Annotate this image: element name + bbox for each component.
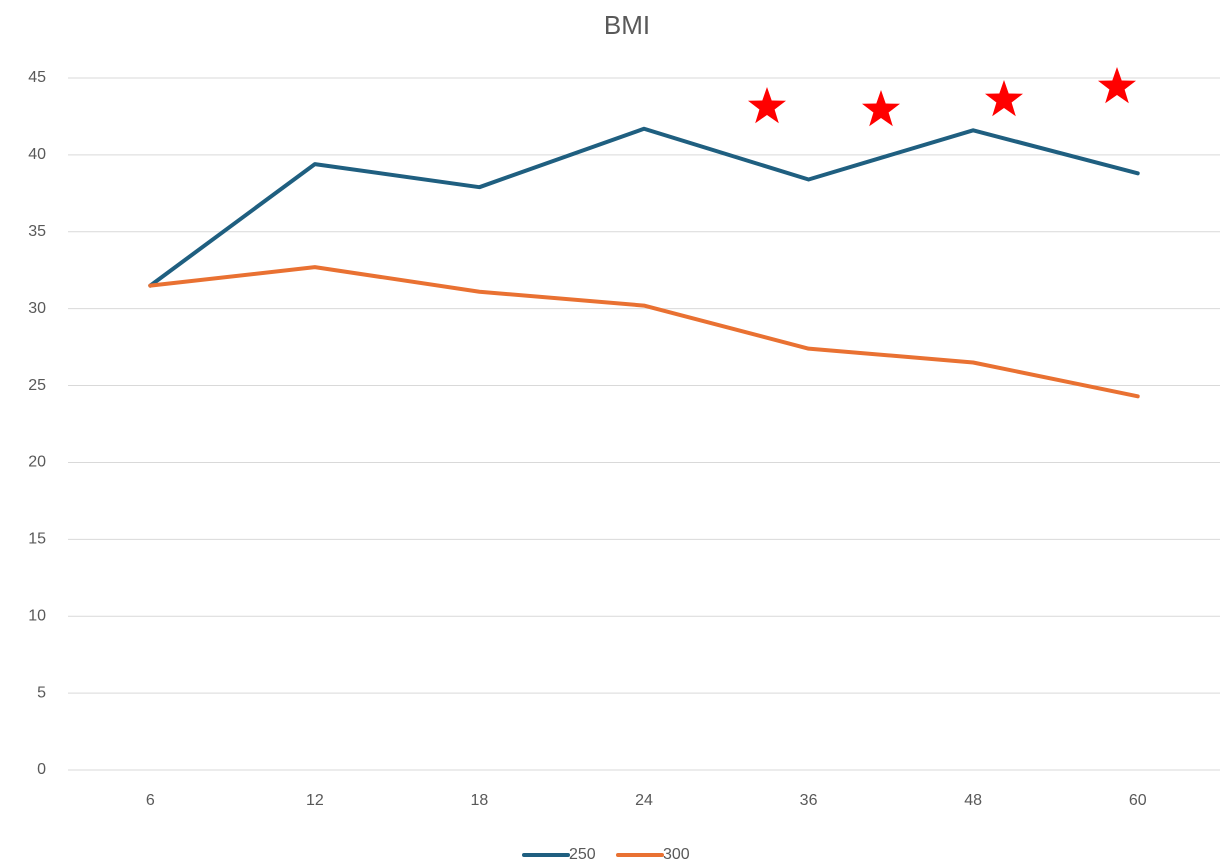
x-tick-label: 12: [306, 792, 324, 809]
y-tick-label: 5: [37, 684, 46, 701]
series-line: [148, 126, 1140, 288]
x-tick-label: 60: [1129, 792, 1147, 809]
y-tick-label: 10: [28, 607, 46, 624]
star: [985, 80, 1023, 117]
y-tick-label: 45: [28, 69, 46, 86]
x-tick-label: 6: [146, 792, 155, 809]
y-tick-label: 35: [28, 223, 46, 240]
x-tick-label: 48: [964, 792, 982, 809]
chart-title: BMI: [604, 10, 650, 40]
significance-stars: [748, 67, 1136, 127]
x-tick-label: 24: [635, 792, 653, 809]
legend-label: 250: [569, 846, 596, 863]
y-tick-label: 40: [28, 146, 46, 163]
y-tick-label: 30: [28, 300, 46, 317]
x-tick-label: 36: [800, 792, 818, 809]
y-tick-label: 0: [37, 761, 46, 778]
y-tick-label: 15: [28, 531, 46, 548]
y-tick-label: 20: [28, 454, 46, 471]
star: [748, 87, 786, 124]
y-tick-label: 25: [28, 377, 46, 394]
star: [1098, 67, 1136, 104]
x-tick-label: 18: [471, 792, 489, 809]
series-line: [148, 265, 1140, 399]
legend-label: 300: [663, 846, 690, 863]
star: [862, 90, 900, 127]
